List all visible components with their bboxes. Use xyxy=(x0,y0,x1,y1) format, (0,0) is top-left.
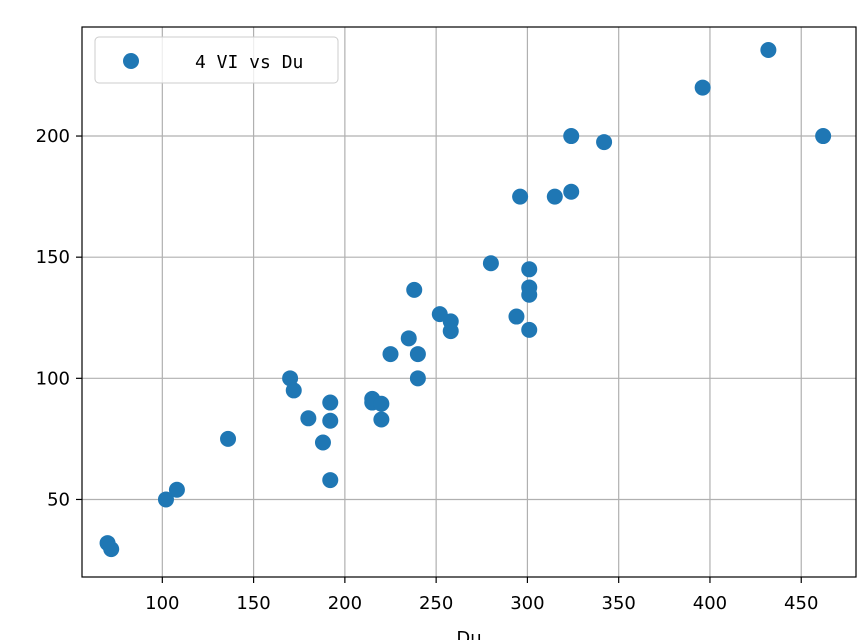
legend-entry-label: 4 VI vs Du xyxy=(195,52,303,73)
plot-frame xyxy=(81,26,857,578)
y-tick-label: 150 xyxy=(36,247,70,268)
y-tick-label: 200 xyxy=(36,126,70,147)
x-axis-title: Du xyxy=(456,628,481,640)
data-point xyxy=(482,255,499,272)
data-point xyxy=(442,323,459,340)
x-tick-label: 150 xyxy=(236,593,270,614)
data-point xyxy=(815,128,832,145)
data-point xyxy=(409,370,426,387)
data-point xyxy=(282,370,299,387)
data-point xyxy=(760,42,777,59)
data-point xyxy=(409,346,426,363)
data-point xyxy=(322,412,339,429)
data-point xyxy=(322,472,339,489)
x-tick-label: 350 xyxy=(602,593,636,614)
data-points xyxy=(99,42,832,558)
data-point xyxy=(596,134,613,151)
data-point xyxy=(521,261,538,278)
data-point xyxy=(322,394,339,411)
data-point xyxy=(285,382,302,399)
data-point xyxy=(373,395,390,412)
data-point xyxy=(521,321,538,338)
data-point xyxy=(373,411,390,428)
legend-marker xyxy=(123,53,139,69)
data-point xyxy=(157,491,174,508)
data-point xyxy=(521,286,538,303)
x-tick-label: 400 xyxy=(693,593,727,614)
x-tick-label: 100 xyxy=(145,593,179,614)
data-point xyxy=(406,281,423,298)
x-tick-label: 250 xyxy=(419,593,453,614)
data-point xyxy=(546,188,563,205)
data-point xyxy=(103,541,120,558)
data-point xyxy=(563,128,580,145)
data-point xyxy=(300,410,317,427)
data-point xyxy=(563,183,580,200)
data-point xyxy=(168,481,185,498)
data-point xyxy=(220,430,237,447)
data-point xyxy=(694,79,711,96)
y-tick-label: 50 xyxy=(47,489,70,510)
x-tick-label: 300 xyxy=(510,593,544,614)
data-point xyxy=(400,330,417,347)
data-point xyxy=(382,346,399,363)
x-tick-label: 450 xyxy=(784,593,818,614)
legend: 4 VI vs Du xyxy=(94,36,339,84)
data-point xyxy=(508,308,525,325)
legend-box xyxy=(94,36,339,84)
data-point xyxy=(512,188,529,205)
data-point xyxy=(314,434,331,451)
y-tick-label: 100 xyxy=(36,368,70,389)
y-axis-ticks: 50 100 150 200 xyxy=(36,126,82,510)
x-tick-label: 200 xyxy=(328,593,362,614)
x-axis-ticks: 100 150 200 250 300 350 400 450 xyxy=(145,577,818,614)
